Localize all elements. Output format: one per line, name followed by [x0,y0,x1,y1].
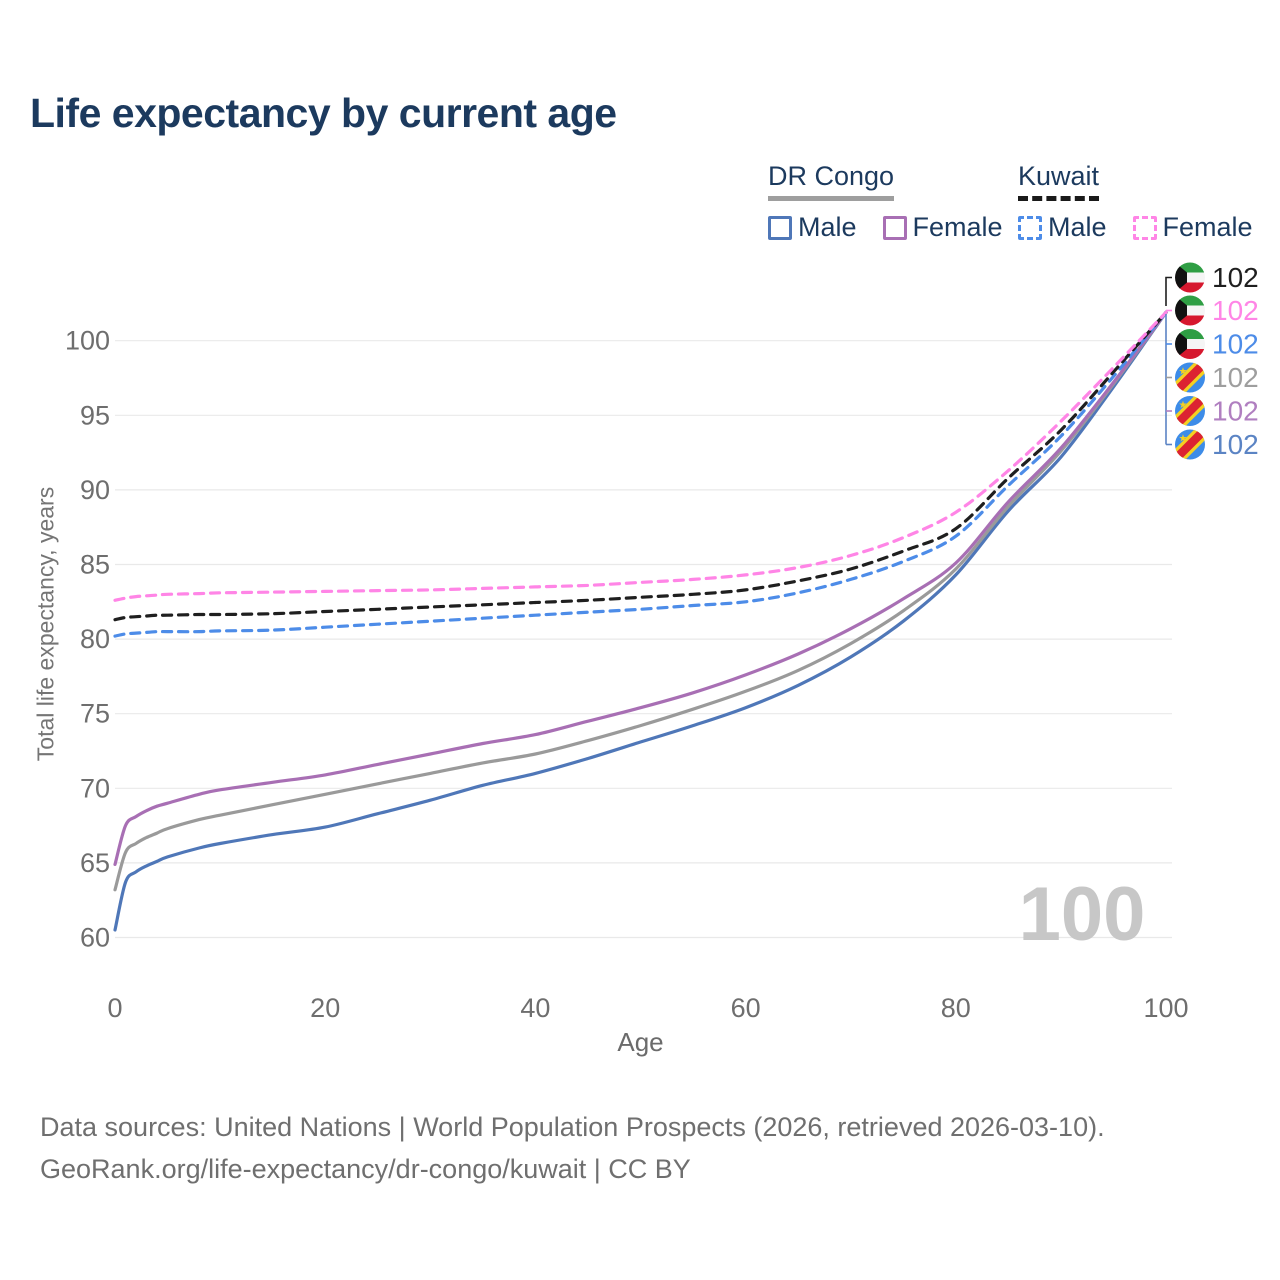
end-value-label: 102 [1212,262,1259,293]
x-tick-label: 40 [520,993,550,1023]
kuwait-female-swatch-icon [1132,215,1157,240]
kuwait-flag-icon [1175,262,1205,293]
y-tick-label: 60 [80,923,110,953]
watermark-value: 100 [1019,872,1146,957]
series-line-kuwait-female [113,310,1168,602]
dr-congo-female-swatch-icon [882,215,907,240]
legend: DR Congo Male Female Kuwait Male [0,161,1280,251]
y-tick-label: 90 [80,475,110,505]
x-tick-label: 100 [1143,993,1188,1023]
y-tick-label: 70 [80,773,110,803]
series-line-dr-congo-male [113,310,1168,932]
legend-item-dr-congo-female[interactable]: Female [882,212,1003,243]
y-axis-title: Total life expectancy, years [32,486,59,762]
star-icon: ★ [1179,400,1188,411]
dr-congo-male-swatch-icon [768,215,792,240]
y-tick-label: 80 [80,624,110,654]
x-tick-label: 0 [107,993,122,1023]
end-value-label: 102 [1212,429,1259,460]
x-axis-title: Age [617,1027,664,1057]
y-tick-label: 95 [80,400,110,430]
leader-line [1165,276,1172,306]
legend-group-kuwait: Kuwait Male Female [1018,161,1253,243]
series-line-dr-congo-both-sexes [113,310,1168,892]
series-line-kuwait-both-sexes [113,310,1168,622]
legend-item-label: Female [912,212,1003,242]
dr-congo-flag-icon: ★ [1175,429,1205,460]
legend-group-dr-congo: DR Congo Male Female [768,161,1003,243]
end-value-label: 102 [1212,329,1259,360]
end-value-label: 102 [1212,295,1259,326]
attribution-text: GeoRank.org/life-expectancy/dr-congo/kuw… [40,1154,691,1184]
y-tick-label: 100 [65,326,110,356]
y-tick-label: 85 [80,550,110,580]
legend-item-label: Male [798,212,857,242]
dr-congo-flag-icon: ★ [1175,396,1205,426]
legend-item-label: Male [1048,212,1107,242]
x-tick-label: 20 [310,993,340,1023]
end-value-label: 102 [1212,362,1259,393]
kuwait-flag-icon [1175,329,1205,359]
y-tick-label: 75 [80,699,110,729]
star-icon: ★ [1179,367,1188,378]
legend-items-dr-congo: Male Female [768,212,1003,243]
star-icon: ★ [1179,434,1188,445]
series-line-kuwait-male [113,310,1168,638]
legend-item-dr-congo-male[interactable]: Male [768,212,857,243]
kuwait-flag-icon [1175,295,1205,326]
series-line-dr-congo-female [113,310,1168,866]
dr-congo-flag-icon: ★ [1175,362,1205,393]
legend-item-label: Female [1162,212,1253,242]
x-tick-label: 60 [731,993,761,1023]
y-tick-label: 65 [80,848,110,878]
legend-item-kuwait-female[interactable]: Female [1132,212,1253,243]
end-value-label: 102 [1212,396,1259,427]
legend-country-kuwait[interactable]: Kuwait [1018,161,1100,201]
x-tick-label: 80 [941,993,971,1023]
legend-country-dr-congo[interactable]: DR Congo [768,161,895,201]
footer: Data sources: United Nations | World Pop… [40,1106,1105,1190]
legend-items-kuwait: Male Female [1018,212,1253,243]
data-sources-text: Data sources: United Nations | World Pop… [40,1112,1105,1142]
page-title: Life expectancy by current age [30,90,617,136]
kuwait-male-swatch-icon [1018,215,1042,240]
legend-item-kuwait-male[interactable]: Male [1018,212,1107,243]
